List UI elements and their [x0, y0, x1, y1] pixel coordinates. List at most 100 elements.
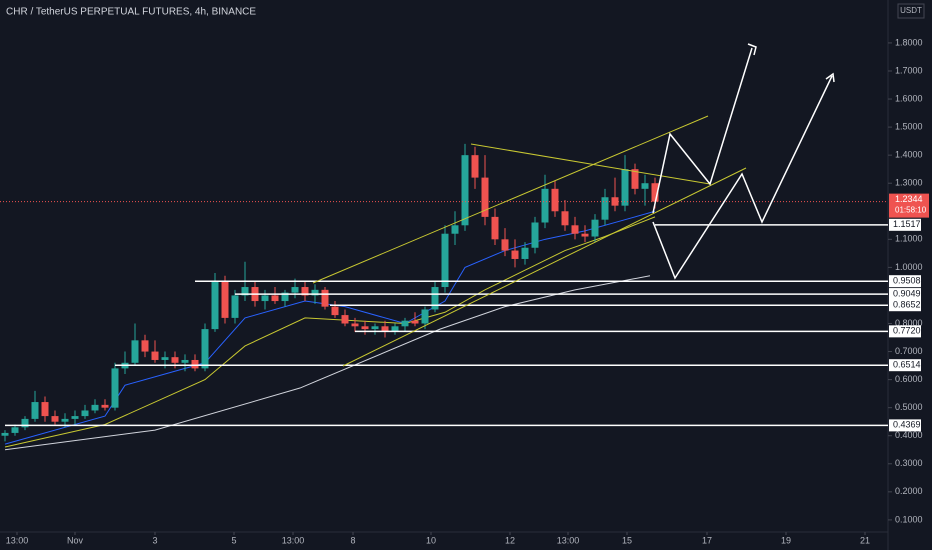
candle-body — [131, 340, 139, 363]
candle-body — [521, 247, 529, 259]
trend-line — [470, 143, 711, 185]
candle-body — [161, 357, 169, 360]
x-tick-label: 12 — [505, 535, 515, 545]
candle-body — [321, 289, 329, 307]
candle-body — [111, 368, 119, 408]
candle-body — [631, 169, 639, 189]
candle-body — [531, 222, 539, 248]
candle-body — [411, 320, 419, 324]
candle-body — [481, 177, 489, 217]
candle-body — [151, 351, 159, 360]
candle-body — [431, 287, 439, 310]
candle-body — [491, 216, 499, 240]
candle-body — [571, 225, 579, 234]
candle-body — [291, 287, 299, 293]
candle-body — [441, 233, 449, 288]
candle-body — [621, 169, 629, 206]
candle-body — [641, 183, 649, 189]
candle-body — [61, 418, 69, 422]
x-tick-label: 13:00 — [6, 535, 29, 545]
projection-path — [652, 75, 833, 280]
drawings — [312, 43, 835, 367]
candle-body — [461, 155, 469, 226]
candle-body — [341, 315, 349, 324]
candle-body — [381, 326, 389, 332]
candle-body — [21, 418, 29, 428]
candle-body — [41, 402, 49, 417]
candle-body — [31, 402, 39, 419]
projection-path — [652, 47, 753, 214]
level-label: 0.6514 — [893, 360, 921, 370]
candle-body — [421, 309, 429, 324]
level-label: 0.7720 — [893, 326, 921, 336]
level-label: 0.8652 — [893, 300, 921, 310]
candle-body — [561, 211, 569, 226]
x-tick-label: Nov — [67, 535, 84, 545]
x-tick-label: 15 — [622, 535, 632, 545]
candle-body — [261, 295, 269, 302]
y-tick-label: 0.1000 — [895, 514, 923, 524]
y-tick-label: 0.4000 — [895, 430, 923, 440]
axis: 0.1000 0.2000 0.3000 0.4000 0.5000 0.6000 0.70… — [6, 37, 929, 545]
candle-body — [311, 289, 319, 296]
y-tick-label: 1.4000 — [895, 150, 923, 160]
x-tick-label: 13:00 — [557, 535, 580, 545]
currency-box — [897, 3, 925, 19]
candle-body — [201, 329, 209, 369]
level-label-box — [889, 325, 921, 338]
candle-body — [401, 320, 409, 327]
x-tick-label: 5 — [231, 535, 236, 545]
candle-body — [211, 281, 219, 330]
level-label-box — [889, 275, 921, 288]
y-tick-label: 0.7000 — [895, 346, 923, 356]
candle-body — [471, 155, 479, 178]
trend-line — [312, 115, 709, 284]
arrow-head — [747, 43, 757, 56]
moving-average — [4, 275, 651, 451]
x-tick-label: 13:00 — [282, 535, 305, 545]
countdown: 01:58:10 — [895, 206, 927, 215]
candle-body — [591, 219, 599, 237]
candle-body — [331, 306, 339, 316]
level-label-box — [889, 359, 921, 372]
x-tick-label: 3 — [152, 535, 157, 545]
x-tick-label: 21 — [860, 535, 870, 545]
candle-body — [1, 432, 9, 436]
candle-body — [451, 225, 459, 234]
candle-body — [81, 410, 89, 417]
chart-title: CHR / TetherUS PERPETUAL FUTURES, 4h, BI… — [6, 7, 256, 18]
candle-body — [11, 427, 19, 433]
arrow-head — [825, 72, 835, 83]
candle-body — [241, 287, 249, 296]
x-tick-label: 17 — [702, 535, 712, 545]
candle-body — [231, 295, 239, 318]
candle-body — [171, 357, 179, 363]
y-tick-label: 1.8000 — [895, 37, 923, 47]
y-tick-label: 1.5000 — [895, 121, 923, 131]
level-label: 0.9049 — [893, 288, 921, 298]
level-label-box — [889, 288, 921, 301]
candle-body — [271, 295, 279, 302]
candle-body — [351, 323, 359, 327]
candle-body — [371, 326, 379, 330]
trend-line — [342, 167, 747, 367]
candle-body — [601, 197, 609, 220]
candle-body — [101, 404, 109, 408]
plot — [0, 143, 888, 451]
candle-body — [91, 404, 99, 411]
y-tick-label: 0.2000 — [895, 486, 923, 496]
current-price-box — [889, 193, 929, 218]
candle-body — [71, 416, 79, 419]
y-tick-label: 0.8000 — [895, 318, 923, 328]
y-tick-label: 1.7000 — [895, 65, 923, 75]
level-label-box — [889, 218, 921, 231]
candle-body — [141, 340, 149, 352]
candle-body — [181, 359, 189, 363]
level-label-box — [889, 299, 921, 312]
level-label: 0.4369 — [893, 420, 921, 430]
y-tick-label: 0.6000 — [895, 374, 923, 384]
y-tick-label: 0.3000 — [895, 458, 923, 468]
